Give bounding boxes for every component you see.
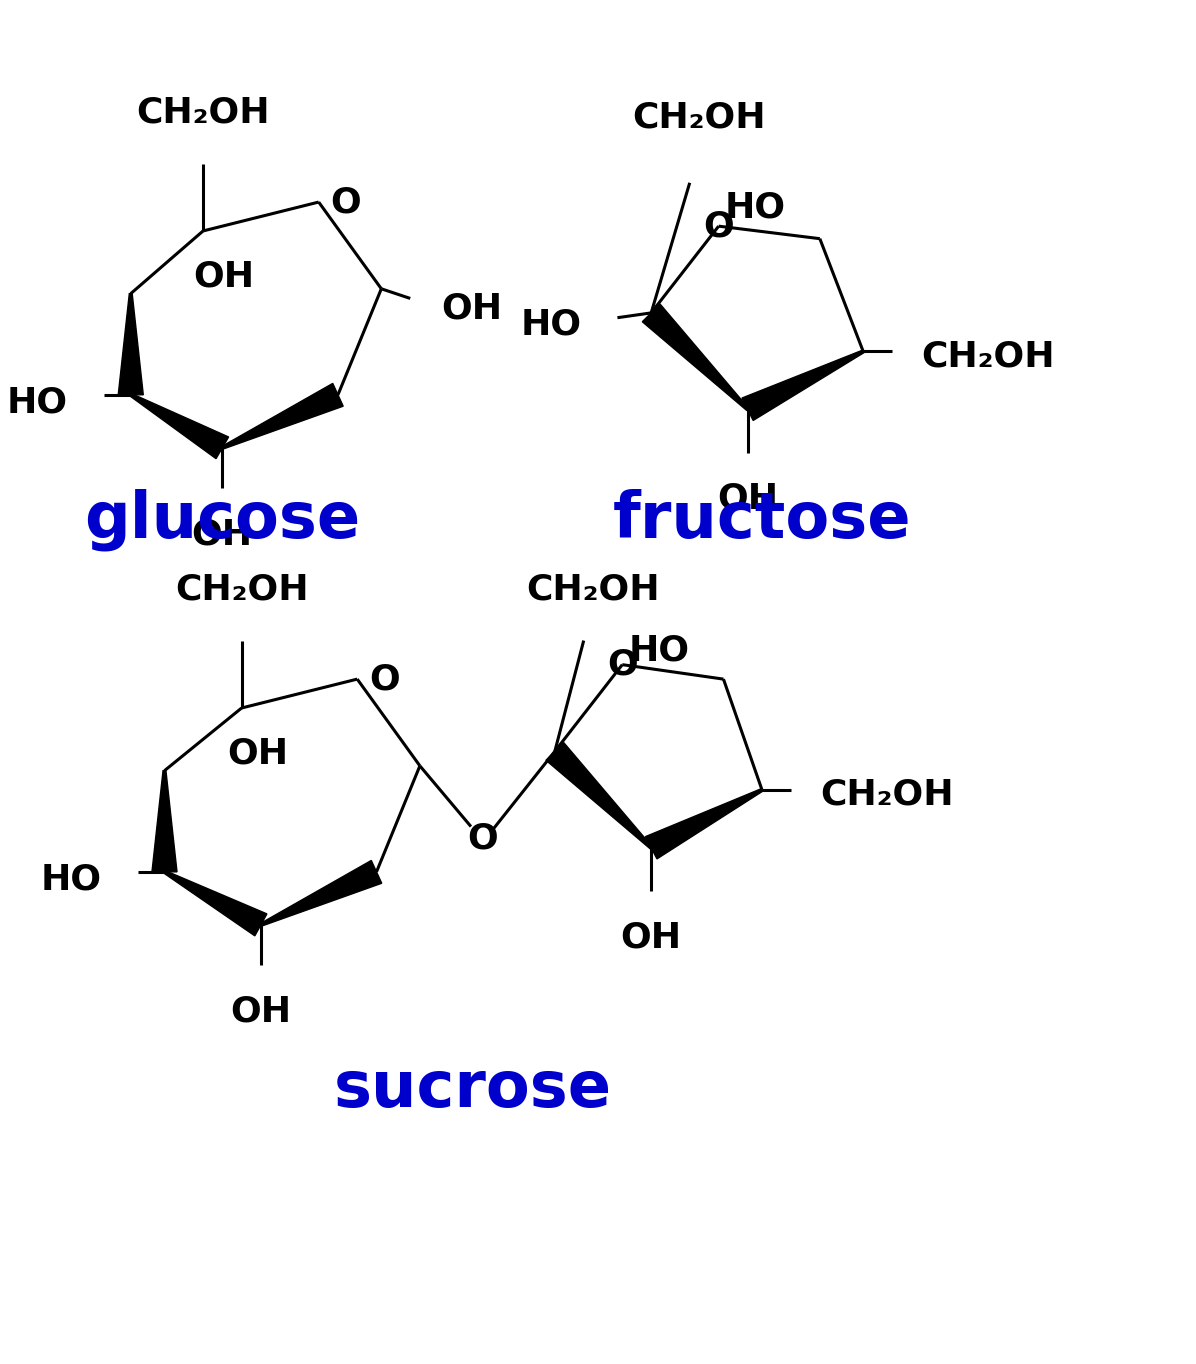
Text: OH: OH [194, 259, 255, 293]
Text: O: O [330, 186, 361, 220]
Polygon shape [742, 351, 864, 420]
Polygon shape [152, 771, 177, 872]
Text: sucrose: sucrose [334, 1057, 612, 1120]
Text: CH₂OH: CH₂OH [633, 101, 767, 135]
Text: OH: OH [441, 291, 502, 325]
Polygon shape [642, 304, 749, 411]
Polygon shape [118, 293, 144, 394]
Polygon shape [261, 861, 382, 926]
Text: CH₂OH: CH₂OH [136, 95, 270, 130]
Text: O: O [368, 662, 399, 696]
Text: OH: OH [227, 737, 288, 771]
Text: HO: HO [629, 633, 690, 667]
Text: CH₂OH: CH₂OH [921, 340, 1055, 374]
Text: OH: OH [191, 517, 252, 551]
Text: HO: HO [725, 191, 786, 225]
Text: CH₂OH: CH₂OH [526, 573, 660, 607]
Text: O: O [468, 821, 498, 855]
Text: HO: HO [41, 862, 102, 896]
Text: CH₂OH: CH₂OH [175, 573, 309, 607]
Polygon shape [130, 394, 228, 458]
Polygon shape [545, 742, 652, 848]
Text: HO: HO [7, 386, 68, 420]
Text: O: O [703, 209, 734, 243]
Text: glucose: glucose [84, 488, 360, 551]
Text: HO: HO [520, 307, 581, 341]
Polygon shape [164, 870, 267, 936]
Text: O: O [606, 648, 637, 682]
Text: OH: OH [716, 481, 779, 516]
Text: OH: OH [621, 921, 682, 953]
Text: CH₂OH: CH₂OH [819, 777, 953, 812]
Polygon shape [646, 788, 763, 859]
Polygon shape [221, 383, 343, 449]
Text: fructose: fructose [612, 490, 911, 551]
Text: OH: OH [231, 994, 292, 1028]
